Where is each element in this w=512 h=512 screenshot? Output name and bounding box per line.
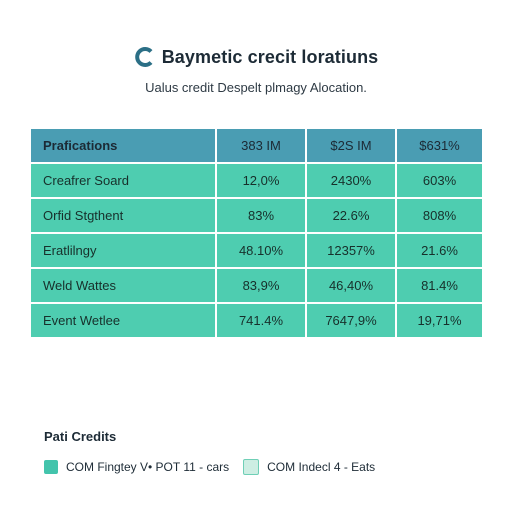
table-cell: 21.6% (397, 234, 482, 267)
legend-swatch (44, 460, 58, 474)
table-cell: 81.4% (397, 269, 482, 302)
legend-item: COM Indecl 4 - Eats (243, 459, 375, 475)
column-header: 383 IM (217, 129, 305, 162)
table-cell: 808% (397, 199, 482, 232)
table-cell: 2430% (307, 164, 395, 197)
table-header-row: Prafications 383 IM $2S IM $631% (31, 129, 482, 162)
column-header: $631% (397, 129, 482, 162)
table-row: Eratlilngy 48.10% 12357% 21.6% (31, 234, 482, 267)
table-cell: 603% (397, 164, 482, 197)
legend-swatch (243, 459, 260, 475)
allocation-table: Prafications 383 IM $2S IM $631% Creafre… (29, 127, 484, 339)
legend-title: Pati Credits (44, 429, 117, 444)
table-cell: 83% (217, 199, 305, 232)
table-cell: 12,0% (217, 164, 305, 197)
table-cell: 7647,9% (307, 304, 395, 337)
table-row: Event Wetlee 741.4% 7647,9% 19,71% (31, 304, 482, 337)
legend-label: COM Indecl 4 - Eats (267, 460, 376, 474)
page-subtitle: Ualus credit Despelt plmagy Alocation. (145, 80, 367, 95)
table-cell: 46,40% (307, 269, 395, 302)
title-row: Baymetic crecit loratiuns (0, 46, 512, 68)
row-label: Orfid Stgthent (31, 199, 215, 232)
table-cell: 12357% (307, 234, 395, 267)
row-label: Creafrer Soard (31, 164, 215, 197)
table-row: Orfid Stgthent 83% 22.6% 808% (31, 199, 482, 232)
table-cell: 83,9% (217, 269, 305, 302)
row-label: Eratlilngy (31, 234, 215, 267)
row-label: Weld Wattes (31, 269, 215, 302)
legend-label: COM Fingtey V• POT 11 - cars (66, 460, 230, 474)
table-cell: 741.4% (217, 304, 305, 337)
legend-item: COM Fingtey V• POT 11 - cars (44, 460, 229, 474)
row-label: Event Wetlee (31, 304, 215, 337)
table-cell: 22.6% (307, 199, 395, 232)
table-row: Creafrer Soard 12,0% 2430% 603% (31, 164, 482, 197)
page-title: Baymetic crecit loratiuns (161, 46, 379, 67)
table-cell: 19,71% (397, 304, 482, 337)
column-header: Prafications (31, 129, 215, 162)
brand-logo-icon (134, 47, 153, 67)
table-cell: 48.10% (217, 234, 305, 267)
legend: COM Fingtey V• POT 11 - cars COM Indecl … (44, 459, 375, 475)
table-row: Weld Wattes 83,9% 46,40% 81.4% (31, 269, 482, 302)
column-header: $2S IM (307, 129, 395, 162)
